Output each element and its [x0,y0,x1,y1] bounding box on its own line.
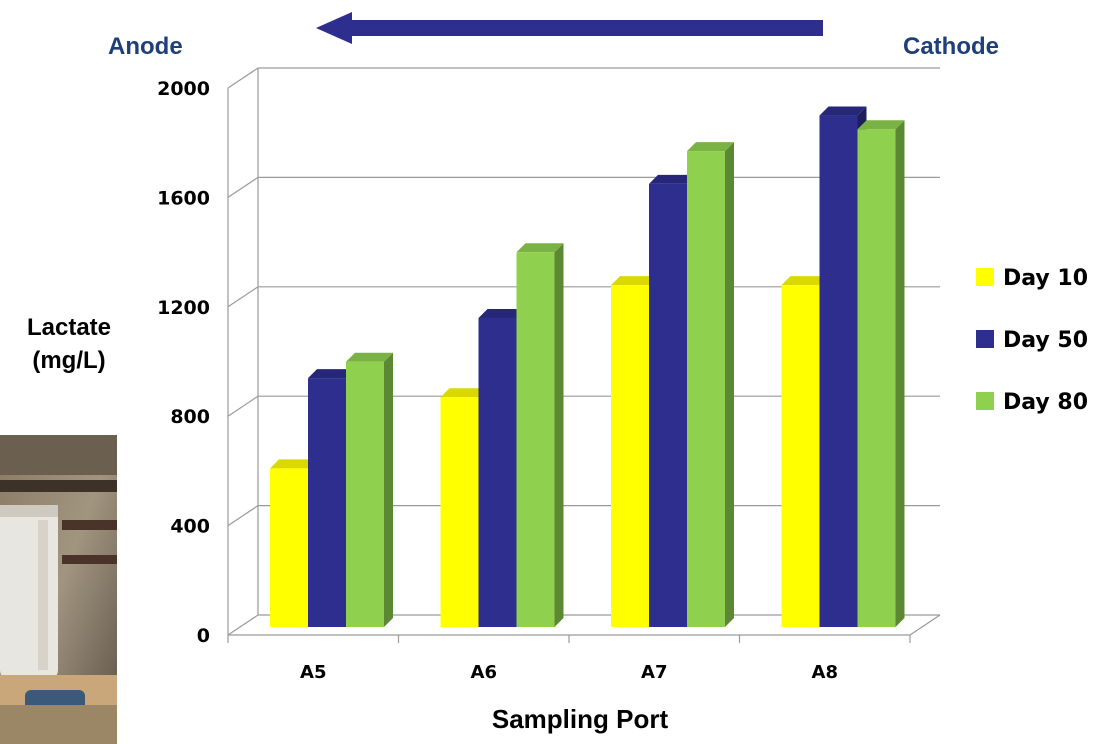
y-tick-label: 1600 [157,187,210,209]
bar-front [781,285,820,627]
bar-top [611,276,658,286]
x-tick-label: A5 [300,662,326,683]
y-axis-title-line1: Lactate [27,314,111,341]
bar-top [819,106,867,116]
bar-front [346,361,384,627]
bar [687,142,734,628]
legend-item: Day 50 [976,328,1088,353]
bar-front [687,151,725,628]
flow-arrow [316,12,823,44]
grid-diagonal [227,176,259,198]
anode-label: Anode [108,33,183,60]
legend-label: Day 80 [1003,390,1088,415]
bar-top [857,120,905,130]
legend-swatch [976,392,994,410]
cathode-label: Cathode [903,33,999,60]
legend-label: Day 10 [1003,266,1088,291]
bar [516,243,564,627]
bar-top [649,174,696,184]
bar-top [270,459,317,469]
legend-label: Day 50 [1003,328,1088,353]
bar-top [440,388,488,398]
bar-top [346,352,393,362]
legend-swatch [976,268,994,286]
x-tick-label: A7 [641,662,667,683]
bar-front [611,285,649,627]
grid-diagonal [227,67,259,89]
bar-side [384,352,393,627]
grid-diagonal [227,505,259,527]
y-axis-title-line2: (mg/L) [32,347,105,374]
x-tick-label: A8 [812,662,838,683]
y-tick-label: 2000 [157,78,210,100]
y-tick-label: 0 [197,625,210,647]
y-ticks: 0 400 800 1200 1600 2000 [157,78,210,647]
grid-diagonal [227,614,259,636]
legend: Day 10 Day 50 Day 80 [976,266,1088,415]
legend-item: Day 10 [976,266,1088,291]
y-tick-label: 400 [170,516,210,538]
bar-front [649,183,687,627]
y-tick-label: 1200 [157,297,210,319]
x-ticks: A5 A6 A7 A8 [300,662,838,683]
grid-diagonal [227,286,259,308]
bar-top [781,276,829,286]
bar-top [308,369,355,379]
bar-top [478,308,526,318]
bar-front [270,468,308,627]
legend-item: Day 80 [976,390,1088,415]
x-axis-title: Sampling Port [492,704,669,734]
bar-front [819,115,858,628]
bar-front [308,378,346,627]
bar [346,352,393,627]
bar-front [478,317,517,627]
lab-equipment-photo [0,435,117,744]
bar [857,120,905,628]
bar-front [440,397,479,627]
bar-side [725,142,734,628]
bar-top [687,142,734,152]
bar-side [554,243,564,627]
bar-side [895,120,905,627]
grid-diagonal [227,395,259,417]
bar-top [516,243,564,253]
bar-front [516,252,555,627]
y-tick-label: 800 [170,406,210,428]
legend-swatch [976,330,994,348]
bar-front [857,129,896,628]
floor-right-edge [909,614,941,636]
bars-layer [270,106,905,628]
x-tick-label: A6 [471,662,497,683]
